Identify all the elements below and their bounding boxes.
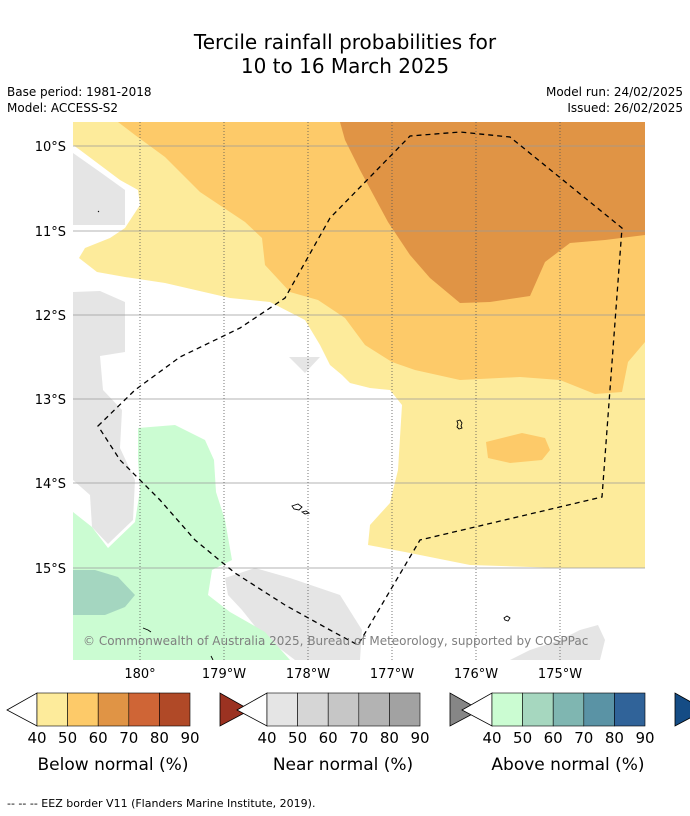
lat-label-15s: 15°S (35, 562, 66, 577)
copyright-notice: © Commonwealth of Australia 2025, Bureau… (83, 634, 588, 648)
title-line-2: 10 to 16 March 2025 (240, 54, 450, 78)
colorbar-below-title: Below normal (%) (38, 755, 189, 775)
lon-axis: 180° 179°W 178°W 177°W 176°W 175°W (124, 667, 582, 682)
colorbar-below-tick: 40 (27, 729, 46, 747)
lat-label-14s: 14°S (35, 477, 66, 492)
lon-label-177w: 177°W (370, 667, 414, 682)
colorbar-above-min-arrow (461, 692, 493, 727)
coastlines (97, 210, 511, 660)
island-east (456, 419, 463, 430)
island-southeast (503, 615, 511, 622)
colorbar-below-tick: 50 (58, 729, 77, 747)
island-south (210, 655, 214, 660)
lat-label-11s: 11°S (35, 225, 66, 240)
lon-label-179w: 179°W (202, 667, 246, 682)
colorbar-below-max-arrow (219, 692, 251, 727)
colorbar-above-tick: 80 (605, 729, 624, 747)
colorbar-cell (552, 692, 585, 727)
region-near-40-triangle (289, 357, 320, 373)
map-panel: © Commonwealth of Australia 2025, Bureau… (73, 122, 645, 660)
model-name: Model: ACCESS-S2 (7, 101, 119, 115)
lon-label-175w: 175°W (538, 667, 582, 682)
colorbar-below-tick: 90 (180, 729, 199, 747)
colorbar-cell (297, 692, 329, 727)
colorbar-below-tick: 60 (89, 729, 108, 747)
island-southwest (142, 627, 152, 633)
colorbar-cell (389, 692, 421, 727)
region-near-40-nw (73, 153, 125, 225)
region-near-40-south (225, 568, 362, 660)
colorbar-cell (67, 692, 99, 727)
colorbar-near-min-arrow (236, 692, 268, 727)
island-central (291, 503, 311, 515)
region-near-40-se (510, 625, 605, 660)
region-above-50 (73, 570, 135, 615)
colorbar-cell (128, 692, 160, 727)
colorbar-above: 40 50 60 70 80 90 Above normal (%) (461, 692, 690, 775)
island-small-nw (97, 210, 100, 213)
colorbar-above-title: Above normal (%) (491, 755, 644, 775)
colorbar-cell (327, 692, 360, 727)
colorbar-above-tick: 40 (482, 729, 501, 747)
colorbar-cell (583, 692, 615, 727)
colorbar-above-tick: 90 (635, 729, 654, 747)
colorbar-near-title: Near normal (%) (273, 755, 413, 775)
lat-axis: 10°S 11°S 12°S 13°S 14°S 15°S (35, 140, 66, 577)
lon-label-180: 180° (124, 667, 155, 682)
colorbar-near-tick: 70 (349, 729, 368, 747)
region-below-60 (340, 122, 645, 303)
lat-label-10s: 10°S (35, 140, 66, 155)
colorbar-near-tick: 80 (380, 729, 399, 747)
colorbar-below-tick: 80 (150, 729, 169, 747)
gridlines (73, 145, 645, 569)
colorbar-above-tick: 60 (544, 729, 563, 747)
colorbar-cell (97, 692, 130, 727)
colorbar-cell (358, 692, 390, 727)
lon-label-178w: 178°W (286, 667, 330, 682)
colorbar-near-tick: 50 (288, 729, 307, 747)
colorbar-above-tick: 50 (513, 729, 532, 747)
colorbar-near-tick: 60 (319, 729, 338, 747)
colorbar-near-tick: 90 (410, 729, 429, 747)
lat-label-12s: 12°S (35, 309, 66, 324)
colorbar-near: 40 50 60 70 80 90 Near normal (%) (236, 692, 481, 775)
colorbar-below-tick: 70 (119, 729, 138, 747)
colorbar-cell (522, 692, 554, 727)
issued-date: Issued: 26/02/2025 (567, 101, 683, 115)
map-title: Tercile rainfall probabilities for 10 to… (0, 30, 690, 78)
colorbar-cell (491, 692, 523, 727)
base-period: Base period: 1981-2018 (7, 85, 152, 99)
colorbar-cell (266, 692, 298, 727)
model-info: Base period: 1981-2018 Model: ACCESS-S2 (7, 84, 152, 116)
colorbar-above-max-arrow (674, 692, 690, 727)
run-info: Model run: 24/02/2025 Issued: 26/02/2025 (546, 84, 683, 116)
region-near-40-west (73, 291, 135, 544)
region-below-50-patch (486, 433, 550, 463)
eez-border (97, 131, 623, 646)
eez-footnote: -- -- -- EEZ border V11 (Flanders Marine… (7, 797, 316, 810)
colorbar-below: 40 50 60 70 80 90 Below normal (%) (6, 692, 251, 775)
colorbar-near-tick: 40 (257, 729, 276, 747)
colorbar-cell (159, 692, 191, 727)
title-line-1: Tercile rainfall probabilities for (193, 30, 497, 54)
lat-label-13s: 13°S (35, 393, 66, 408)
colorbar-cell (614, 692, 646, 727)
model-run: Model run: 24/02/2025 (545, 85, 683, 99)
colorbar-cell (36, 692, 68, 727)
colorbar-below-min-arrow (6, 692, 38, 727)
colorbar-above-tick: 70 (574, 729, 593, 747)
lon-label-176w: 176°W (454, 667, 498, 682)
